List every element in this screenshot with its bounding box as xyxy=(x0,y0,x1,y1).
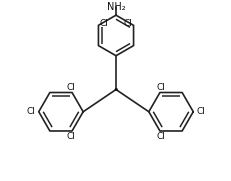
Text: Cl: Cl xyxy=(66,83,75,92)
Text: Cl: Cl xyxy=(196,107,205,116)
Text: •: • xyxy=(112,85,118,94)
Text: Cl: Cl xyxy=(123,19,132,28)
Text: Cl: Cl xyxy=(66,132,75,141)
Text: Cl: Cl xyxy=(26,107,35,116)
Text: NH₂: NH₂ xyxy=(106,3,125,12)
Text: Cl: Cl xyxy=(156,132,165,141)
Text: Cl: Cl xyxy=(99,19,108,28)
Text: Cl: Cl xyxy=(156,83,165,92)
